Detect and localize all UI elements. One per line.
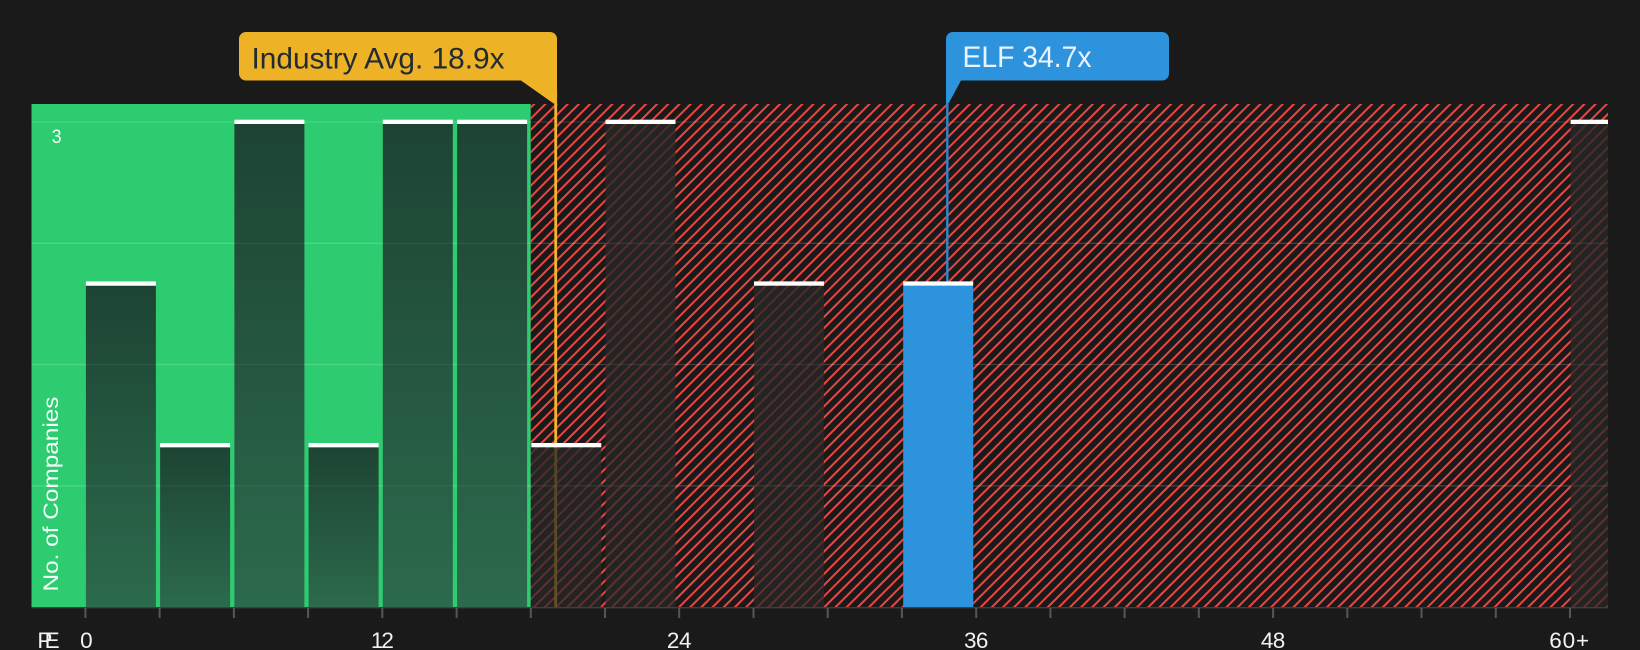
svg-text:36: 36 bbox=[964, 628, 988, 650]
svg-text:60+: 60+ bbox=[1549, 628, 1589, 650]
svg-text:24: 24 bbox=[667, 628, 692, 650]
svg-text:12: 12 bbox=[371, 628, 394, 650]
svg-text:Industry Avg. 18.9x: Industry Avg. 18.9x bbox=[252, 43, 505, 76]
svg-text:No. of Companies: No. of Companies bbox=[40, 397, 63, 592]
svg-text:PE: PE bbox=[37, 628, 59, 650]
svg-text:48: 48 bbox=[1261, 628, 1285, 650]
svg-text:ELF 34.7x: ELF 34.7x bbox=[963, 41, 1092, 74]
svg-text:0: 0 bbox=[80, 628, 93, 650]
svg-text:3: 3 bbox=[52, 126, 62, 148]
